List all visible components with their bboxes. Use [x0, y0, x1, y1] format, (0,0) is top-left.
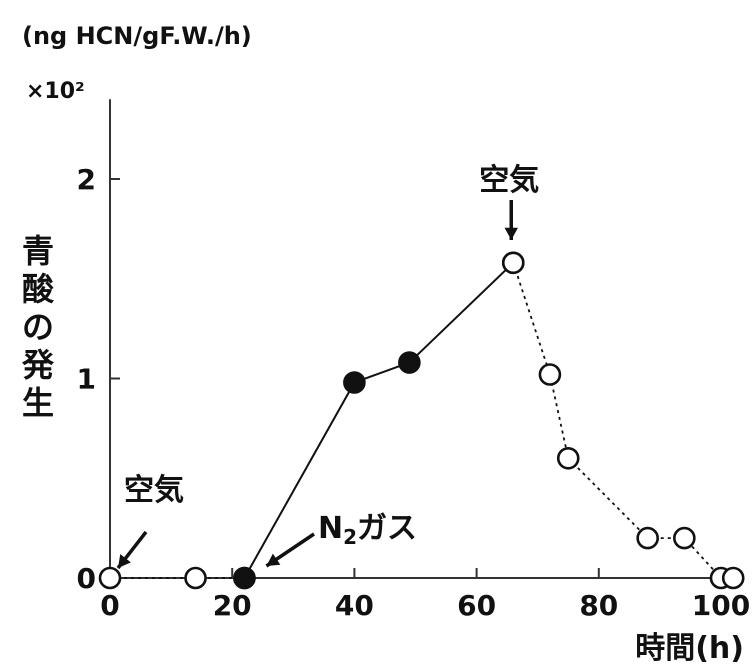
- annotation-air-end-arrow-head: [504, 227, 518, 240]
- x-axis-label: 時間(h): [635, 631, 744, 666]
- annotations: 空気 N2ガス 空気: [116, 163, 539, 570]
- data-point: [343, 371, 366, 394]
- data-point: [98, 566, 122, 590]
- data-point: [233, 566, 256, 590]
- y-tick-label: 2: [77, 163, 96, 196]
- x-tick-label: 60: [457, 589, 496, 622]
- series-line: [243, 262, 514, 579]
- annotation-n2-gas: N2ガス: [318, 511, 417, 549]
- annotation-air-start: 空気: [124, 473, 184, 508]
- series-points: [98, 251, 745, 590]
- y-axis-label-char: 酸: [22, 270, 55, 308]
- y-tick-label: 0: [77, 562, 96, 595]
- series-line: [512, 262, 734, 579]
- ticks: 0 20 40 60 80 100 0 1 2: [77, 163, 751, 622]
- x-tick-label: 20: [213, 589, 252, 622]
- x-tick-label: 0: [100, 589, 119, 622]
- data-point: [636, 526, 659, 550]
- x-tick-label: 80: [579, 589, 618, 622]
- scale-label: ×10²: [26, 79, 85, 104]
- axes: [109, 99, 725, 579]
- data-point: [184, 566, 207, 590]
- data-point: [721, 566, 745, 590]
- data-point: [673, 526, 696, 550]
- y-axis-label-char: 青: [22, 232, 54, 270]
- data-point: [538, 363, 562, 386]
- y-axis-label-char: の: [22, 308, 54, 346]
- y-tick-label: 1: [77, 363, 96, 396]
- annotation-air-end: 空気: [479, 163, 539, 198]
- x-tick-label: 40: [335, 589, 374, 622]
- data-point: [398, 351, 421, 374]
- annotation-n2-gas-arrow-head: [266, 553, 281, 566]
- x-tick-label: 100: [692, 589, 750, 622]
- y-axis-label-char: 生: [22, 384, 54, 422]
- data-point: [556, 446, 580, 470]
- data-point: [501, 251, 525, 275]
- unit-label: (ng HCN/gF.W./h): [22, 22, 252, 50]
- y-axis-label-char: 発: [21, 346, 55, 384]
- annotation-air-start-arrow-head: [118, 554, 131, 568]
